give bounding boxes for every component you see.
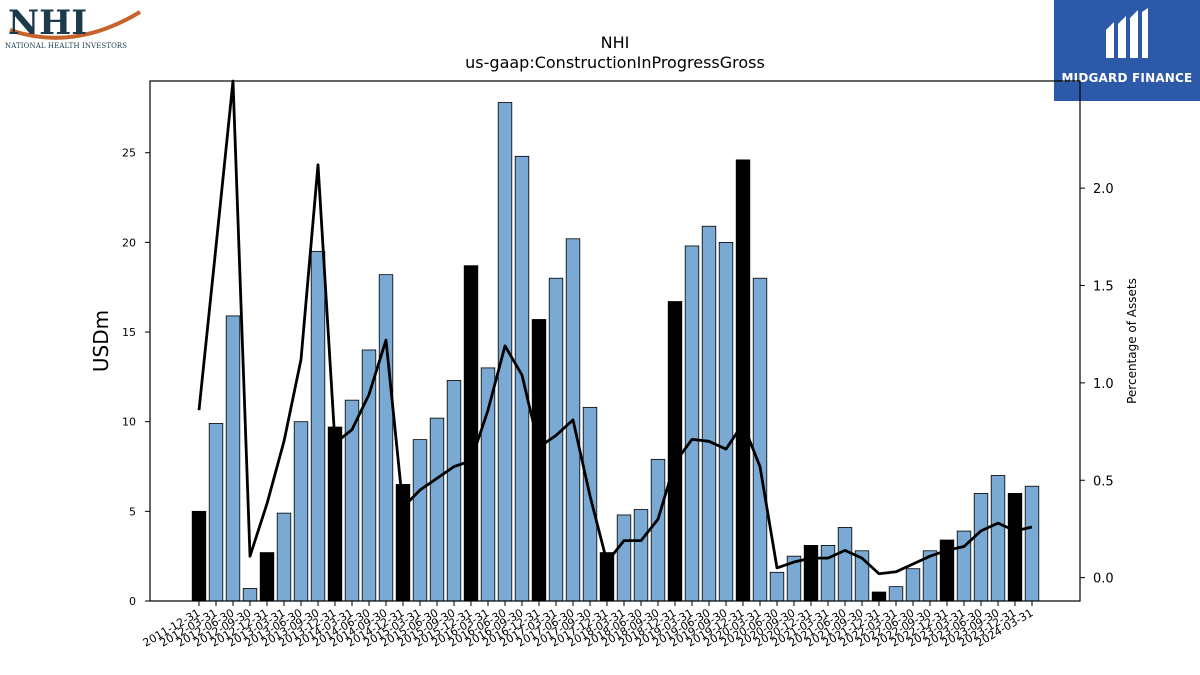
bar-2015-03-31 xyxy=(412,439,428,602)
bar-2023-09-30 xyxy=(990,475,1006,602)
bar-2012-12-31 xyxy=(259,552,275,602)
bar-2018-06-30 xyxy=(633,509,649,602)
nhi-logo-mark: NHI xyxy=(8,3,142,43)
bar-2023-06-30 xyxy=(973,493,989,602)
bar-2014-09-30 xyxy=(378,274,394,602)
bar-2024-03-31 xyxy=(1024,485,1040,602)
y2-axis: 0.0 0.5 1.0 1.5 2.0 xyxy=(1080,182,1114,587)
midgard-finance-logo: MIDGARD FINANCE xyxy=(1054,0,1200,101)
bar-2020-06-30 xyxy=(769,571,785,602)
y-tick-label: 20 xyxy=(122,236,136,249)
bar-2019-12-31 xyxy=(735,159,751,602)
nhi-logo-subtext: NATIONAL HEALTH INVESTORS xyxy=(5,42,128,50)
chart-title: NHI xyxy=(601,33,630,52)
bar-2022-03-31 xyxy=(888,586,904,602)
midgard-logo-icon xyxy=(1106,8,1148,58)
y-tick-label: 15 xyxy=(122,326,136,339)
bar-2012-09-30 xyxy=(242,588,258,602)
bar-2016-12-31 xyxy=(531,319,547,602)
bar-2020-03-31 xyxy=(752,277,768,602)
midgard-logo-text: MIDGARD FINANCE xyxy=(1061,71,1193,85)
x-axis: 2011-12-312012-03-312012-06-302012-09-30… xyxy=(141,601,1036,650)
y-tick-label: 10 xyxy=(122,416,136,429)
bar-2013-06-30 xyxy=(293,421,309,602)
y2-axis-label: Percentage of Assets xyxy=(1125,278,1139,404)
bar-2011-12-31 xyxy=(191,510,207,602)
bar-2015-12-31 xyxy=(463,265,479,602)
y2-tick-label: 2.0 xyxy=(1093,182,1114,197)
y-axis: 0 5 10 15 20 25 xyxy=(122,147,150,608)
bar-2019-03-31 xyxy=(684,245,700,602)
bar-2021-06-30 xyxy=(837,527,853,602)
y2-tick-label: 0.5 xyxy=(1093,474,1114,489)
bar-2019-09-30 xyxy=(718,241,734,602)
bar-2014-06-30 xyxy=(361,349,377,602)
chart-subtitle: us-gaap:ConstructionInProgressGross xyxy=(465,53,765,72)
bar-2013-09-30 xyxy=(310,250,326,602)
bar-2018-03-31 xyxy=(616,514,632,602)
percentage-line xyxy=(197,79,1033,576)
y2-tick-label: 0.0 xyxy=(1093,572,1114,587)
plot-frame xyxy=(149,80,1081,602)
bar-2023-12-31 xyxy=(1007,493,1023,602)
bar-2015-09-30 xyxy=(446,380,462,602)
y-axis-label: USDm xyxy=(89,310,113,372)
bar-2013-03-31 xyxy=(276,512,292,602)
y-tick-label: 25 xyxy=(122,147,136,160)
bar-2018-09-30 xyxy=(650,458,666,602)
y-tick-label: 0 xyxy=(129,595,136,608)
y-tick-label: 5 xyxy=(129,505,136,518)
bar-2016-03-31 xyxy=(480,367,496,602)
bar-2021-03-31 xyxy=(820,545,836,602)
bar-2020-12-31 xyxy=(803,545,819,602)
bar-2012-06-30 xyxy=(225,315,241,602)
bar-2018-12-31 xyxy=(667,301,683,602)
bar-2015-06-30 xyxy=(429,417,445,602)
bar-2021-12-31 xyxy=(871,591,887,602)
nhi-logo-text: NHI xyxy=(8,4,87,43)
bar-2019-06-30 xyxy=(701,225,717,602)
y2-tick-label: 1.0 xyxy=(1093,377,1114,392)
bar-2012-03-31 xyxy=(208,423,224,602)
bar-2013-12-31 xyxy=(327,426,343,602)
bars-group xyxy=(191,102,1040,602)
nhi-logo: NHI NATIONAL HEALTH INVESTORS xyxy=(4,3,144,54)
bar-2017-09-30 xyxy=(582,406,598,602)
bar-2022-06-30 xyxy=(905,568,921,602)
y2-tick-label: 1.5 xyxy=(1093,279,1114,294)
